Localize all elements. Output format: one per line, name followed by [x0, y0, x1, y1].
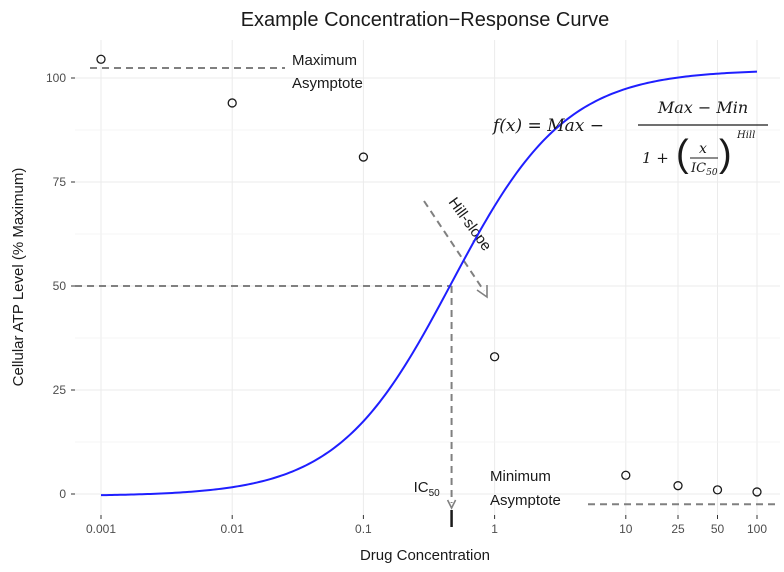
data-point: [712, 485, 723, 495]
x-tick-label: 100: [747, 522, 767, 536]
ic50-arrowhead: [446, 499, 457, 510]
min-label-2: Asymptote: [490, 492, 561, 509]
formula-ic: IC: [690, 161, 706, 176]
formula-paren-right: ): [719, 133, 732, 175]
min-label-1: Minimum: [490, 468, 551, 485]
y-tick-label: 25: [53, 383, 67, 397]
data-point: [752, 487, 762, 497]
formula-exponent: Hill: [736, 130, 755, 141]
x-axis-title: Drug Concentration: [360, 547, 490, 564]
formula-ic-sub: 50: [706, 168, 718, 178]
data-points: [96, 54, 762, 497]
fit-curve: [100, 70, 758, 497]
data-point: [621, 470, 631, 480]
x-tick-label: 25: [671, 522, 685, 536]
max-label-2: Asymptote: [292, 75, 363, 92]
ic50-label-sub: 50: [429, 488, 441, 499]
data-point: [96, 54, 106, 64]
x-axis: 0.001 0.01 0.1 1 10 25 50 100: [86, 515, 767, 536]
x-tick-label: 0.1: [355, 522, 372, 536]
x-tick-label: 50: [711, 522, 725, 536]
x-tick-label: 0.001: [86, 522, 116, 536]
x-tick-label: 1: [491, 522, 498, 536]
plot-panel: [75, 40, 780, 515]
y-axis-title: Cellular ATP Level (% Maximum): [10, 168, 27, 387]
formula-frac-num: x: [699, 141, 707, 157]
hill-slope-arrow: [423, 200, 485, 292]
ic50-label-main: IC: [414, 479, 429, 496]
ic50-label: IC50: [414, 479, 441, 499]
data-point: [227, 98, 237, 108]
max-label-1: Maximum: [292, 52, 357, 69]
formula: f(x) = Max − Max − Min 1 + ( x IC50 ) Hi…: [491, 98, 768, 178]
y-axis: 0 25 50 75 100: [46, 71, 75, 501]
data-point: [673, 481, 683, 491]
data-point: [358, 152, 369, 162]
formula-frac-den: IC50: [690, 161, 718, 178]
y-tick-label: 0: [59, 487, 66, 501]
y-tick-label: 50: [53, 279, 67, 293]
formula-paren-left: (: [676, 133, 689, 175]
hill-slope-arrowhead: [476, 285, 488, 299]
x-tick-label: 10: [619, 522, 633, 536]
y-tick-label: 100: [46, 71, 66, 85]
y-tick-label: 75: [53, 175, 67, 189]
data-point: [489, 352, 500, 362]
x-tick-label: 0.01: [221, 522, 245, 536]
chart-title: Example Concentration−Response Curve: [241, 9, 610, 31]
formula-numerator: Max − Min: [657, 98, 748, 117]
formula-lhs: f(x) = Max −: [491, 116, 604, 136]
formula-denom-one: 1 +: [642, 149, 669, 167]
